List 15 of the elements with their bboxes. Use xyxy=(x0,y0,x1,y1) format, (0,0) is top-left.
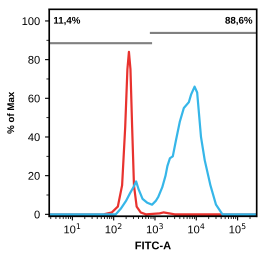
y-tick-label: 20 xyxy=(28,172,40,180)
x-tick-label: 10$^{1}$ xyxy=(64,223,80,234)
x-tick-label: 10$^{5}$ xyxy=(230,223,246,234)
annotation: 11,4% xyxy=(54,16,80,26)
x-tick-label: 10$^{3}$ xyxy=(146,223,163,234)
y-tick-label: 40 xyxy=(28,133,40,142)
x-tick-label: 10$^{2}$ xyxy=(106,223,122,234)
y-tick-label: 60 xyxy=(28,94,40,102)
annotation: 88,6% xyxy=(225,16,252,26)
y-tick-label: 100 xyxy=(22,17,40,26)
x-axis-title: FITC-A xyxy=(135,242,171,250)
x-tick-label: 10$^{4}$ xyxy=(188,223,204,234)
y-axis-title: % of Max xyxy=(7,92,14,134)
y-tick-label: 80 xyxy=(28,56,40,64)
y-tick-label: 0 xyxy=(34,210,40,218)
